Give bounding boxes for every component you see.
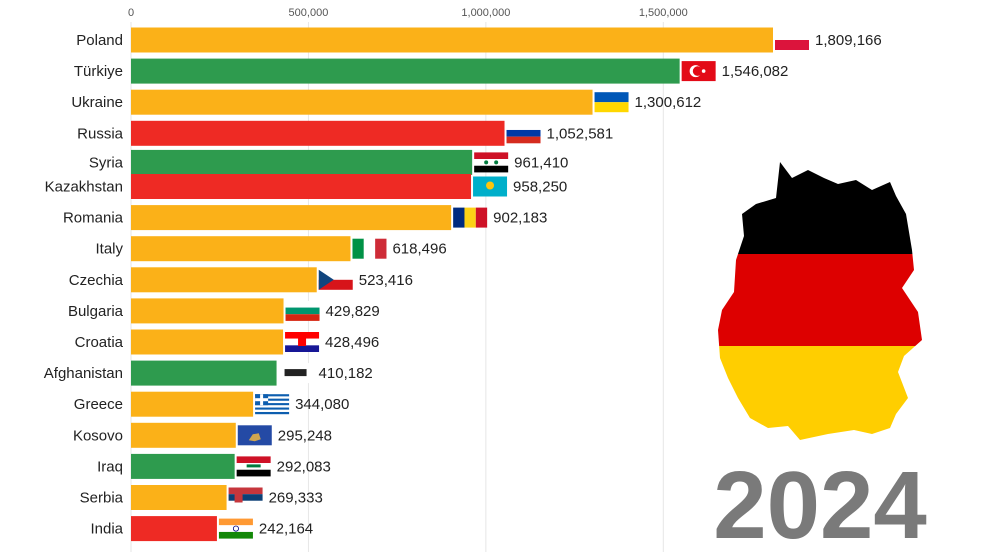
category-label: India [90,521,123,538]
category-label: Russia [77,125,124,142]
category-label: Poland [76,32,123,49]
category-label: Serbia [80,490,124,507]
bar-serbia [131,485,227,510]
category-label: Kosovo [73,427,123,444]
italy-flag-icon [352,238,387,259]
bar-india [131,516,217,542]
map-gold-band [718,346,922,440]
bar-afghanistan [131,360,277,386]
bar-bulgaria [131,298,284,324]
category-label: Syria [89,154,124,171]
value-label: 902,183 [493,210,547,227]
afghanistan-flag-icon [278,363,313,384]
category-label: Kazakhstan [45,179,123,196]
value-label: 344,080 [295,396,349,413]
bar-ukraine [131,89,593,115]
value-label: 961,410 [514,154,568,171]
bar-czechia [131,267,317,293]
x-tick-label: 500,000 [289,7,329,19]
category-label: Türkiye [74,63,123,80]
value-labels: 1,809,166 1,546,082 1,300,612 1,052,581 961,… [259,32,882,538]
map-red-band [718,254,922,346]
bar-italy [131,236,351,262]
value-label: 1,546,082 [722,63,789,80]
value-label: 292,083 [277,458,331,475]
year-label: 2024 [713,452,927,558]
category-label: Italy [95,241,123,258]
value-label: 295,248 [278,427,332,444]
greece-flag-icon [255,394,290,415]
bulgaria-flag-icon [285,300,320,321]
turkey-flag-icon [681,61,716,82]
czechia-flag-icon [318,269,353,290]
value-label: 428,496 [325,334,379,351]
category-label: Bulgaria [68,303,124,320]
x-axis-ticks: 0 500,000 1,000,000 1,500,000 [128,7,688,19]
category-label: Greece [74,396,123,413]
value-label: 242,164 [259,521,313,538]
bar-romania [131,205,452,231]
value-label: 958,250 [513,179,567,196]
x-tick-label: 1,000,000 [461,7,510,19]
bars [131,27,773,542]
map-black-band [718,162,922,254]
category-label: Iraq [97,458,123,475]
value-label: 429,829 [326,303,380,320]
bar-turkey [131,58,680,84]
bar-kosovo [131,422,236,448]
syria-flag-icon [474,152,509,173]
germany-map-icon [718,162,922,440]
india-flag-icon [218,518,253,539]
iraq-flag-icon [236,456,271,477]
bar-iraq [131,453,235,479]
value-label: 523,416 [359,272,413,289]
kosovo-flag-icon [237,425,272,446]
bar-poland [131,27,773,53]
bar-croatia [131,329,284,355]
category-label: Afghanistan [44,365,123,382]
kazakhstan-flag-icon [473,176,508,197]
bar-kazakhstan [131,174,472,199]
bar-greece [131,391,254,417]
value-label: 1,809,166 [815,32,882,49]
x-tick-label: 1,500,000 [639,7,688,19]
value-label: 269,333 [269,490,323,507]
value-label: 410,182 [319,365,373,382]
category-labels: Poland Türkiye Ukraine Russia Syria Kazakhsta… [44,32,124,538]
category-label: Romania [63,210,124,227]
flag-icons [218,30,809,539]
value-label: 618,496 [392,241,446,258]
category-label: Czechia [69,272,124,289]
serbia-flag-icon [228,487,263,508]
bar-syria [131,149,473,175]
russia-flag-icon [506,123,541,144]
category-label: Croatia [75,334,124,351]
croatia-flag-icon [285,332,320,352]
bar-russia [131,120,505,146]
value-label: 1,300,612 [635,94,702,111]
x-tick-label: 0 [128,7,134,19]
poland-flag-icon [775,30,809,50]
category-label: Ukraine [71,94,123,111]
value-label: 1,052,581 [547,125,614,142]
ukraine-flag-icon [594,92,629,113]
romania-flag-icon [453,207,488,228]
